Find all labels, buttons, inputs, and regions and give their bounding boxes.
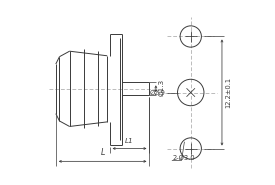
Text: L1: L1 (125, 138, 134, 144)
Text: L: L (100, 148, 105, 157)
Text: 2-Ø3.0: 2-Ø3.0 (172, 154, 195, 160)
Text: Ø2.9: Ø2.9 (150, 90, 166, 95)
Text: 12.2±0.1: 12.2±0.1 (225, 77, 231, 108)
Text: Ø1.3: Ø1.3 (159, 79, 165, 96)
